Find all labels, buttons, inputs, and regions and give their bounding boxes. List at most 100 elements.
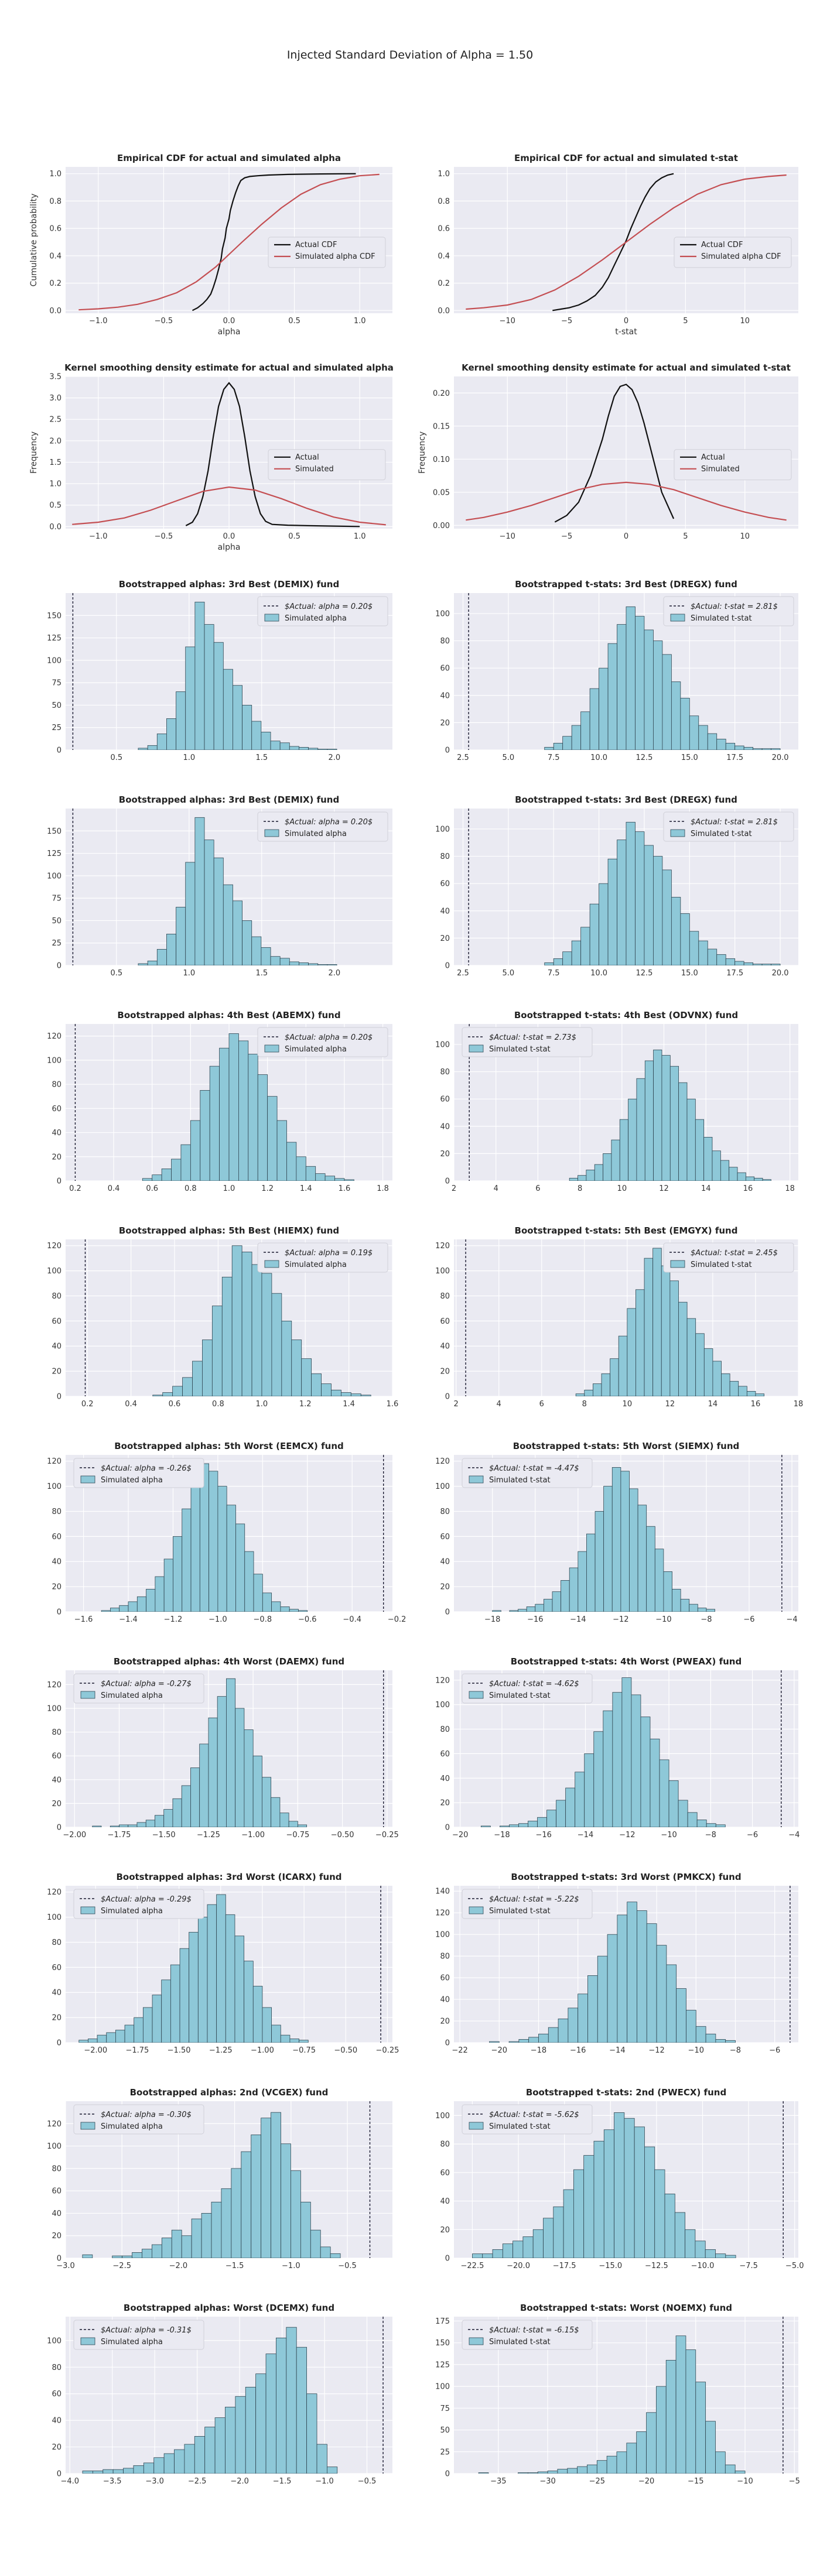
histogram-bar [146, 1589, 156, 1612]
histogram-bar [518, 1609, 527, 1612]
chart-title: Bootstrapped t-stats: Worst (NOEMX) fund [520, 2303, 732, 2313]
histogram-bar [201, 2213, 212, 2258]
histogram-bar [678, 1301, 688, 1396]
legend-label-simulated: Simulated alpha [285, 614, 347, 623]
y-tick-label: 60 [440, 1095, 450, 1104]
histogram-bar [255, 2373, 266, 2474]
x-tick-label: 0.5 [288, 532, 300, 541]
legend-label: Simulated [295, 465, 334, 474]
histogram-bar [317, 749, 328, 750]
histogram-bar [241, 1252, 252, 1396]
y-tick-label: 60 [52, 1317, 62, 1326]
histogram-bar [161, 1168, 172, 1181]
y-tick-label: 80 [52, 1292, 62, 1301]
legend-box [73, 2320, 204, 2350]
y-tick-label: 0 [57, 1824, 62, 1832]
x-tick-label: 0.5 [110, 753, 122, 762]
histogram-bar [695, 2241, 706, 2258]
histogram-bar [654, 1549, 664, 1612]
legend: $Actual: t-stat = -5.22$ Simulated t-stat [462, 1889, 593, 1919]
histogram-bar [663, 1571, 672, 1612]
histogram-bar [185, 862, 196, 965]
x-tick-label: 10.0 [590, 969, 607, 978]
histogram-bar [686, 2010, 696, 2043]
legend-label-actual: $Actual: t-stat = -4.62$ [489, 1680, 579, 1688]
x-tick-label: 5.0 [502, 969, 514, 978]
y-tick-label: 3.5 [49, 373, 62, 382]
legend: $Actual: alpha = 0.20$ Simulated alpha [257, 596, 388, 626]
y-tick-label: 60 [440, 880, 450, 889]
x-tick-label: −3.0 [56, 2262, 75, 2270]
plot-marks [72, 809, 337, 965]
histogram-bar [644, 1258, 654, 1396]
histogram-bar [646, 2412, 657, 2474]
histogram-bar [310, 2229, 321, 2258]
histogram-bar [156, 949, 167, 965]
panel-boot-alpha-5th-best: 0.2 0.4 0.6 0.8 1.0 1.2 1.4 1.6 0 20 40 60 80 100 120 B… [47, 1225, 398, 1409]
legend-label-actual: $Actual: t-stat = 2.81$ [691, 602, 778, 611]
histogram-bar [627, 1902, 637, 2043]
histogram-bar [666, 1964, 677, 2043]
histogram-bar [181, 2235, 192, 2258]
histogram-bar [209, 1471, 218, 1612]
histogram-bar [88, 2039, 98, 2043]
histogram-bar [162, 1392, 173, 1396]
legend-label-simulated: Simulated alpha [285, 830, 347, 838]
y-tick-label: 50 [52, 701, 62, 710]
series-line-0 [552, 173, 674, 311]
plot-marks [489, 1886, 791, 2043]
x-tick-label: −10 [737, 2477, 753, 2486]
histogram-bar [635, 616, 645, 750]
y-tick-label: 80 [440, 1292, 450, 1301]
legend-label: Simulated alpha CDF [701, 252, 781, 261]
histogram-bar [618, 1335, 628, 1396]
histogram-bar [725, 2464, 736, 2474]
y-tick-label: 40 [52, 2210, 62, 2218]
y-tick-label: 80 [440, 1725, 450, 1734]
histogram-bar [547, 2471, 558, 2474]
histogram-bar [620, 1471, 630, 1612]
histogram-bar [568, 2008, 579, 2043]
legend-swatch-simulated [469, 1691, 484, 1699]
legend: $Actual: t-stat = 2.73$ Simulated t-stat [462, 1027, 593, 1057]
x-tick-label: 1.8 [377, 1184, 389, 1193]
histogram-bar [695, 1333, 705, 1396]
y-tick-label: 0 [445, 2255, 450, 2263]
histogram-bar [674, 2212, 686, 2258]
legend: Actual Simulated [674, 449, 792, 481]
y-tick-label: 0.2 [49, 279, 62, 288]
histogram-bar [300, 2201, 311, 2258]
histogram-bar [614, 2112, 625, 2258]
histogram-bar [715, 2253, 726, 2258]
legend-box [663, 811, 794, 842]
legend-box [257, 1242, 388, 1273]
histogram-bar [720, 1160, 730, 1181]
histogram-bar [299, 962, 309, 965]
legend-box [663, 1242, 794, 1273]
histogram-bar [734, 2471, 746, 2474]
histogram-bar [544, 962, 554, 965]
histogram-bar [324, 1176, 335, 1181]
x-tick-label: −1.50 [152, 1831, 176, 1839]
histogram-bar [754, 1177, 763, 1181]
y-tick-label: 40 [52, 1776, 62, 1784]
legend-swatch-simulated [469, 1044, 484, 1053]
y-tick-label: 60 [52, 1964, 62, 1972]
histogram-bar [546, 1810, 557, 1827]
legend-box [674, 237, 792, 268]
histogram-bar [721, 1373, 730, 1396]
x-tick-label: 1.2 [261, 1184, 274, 1193]
histogram-bar [725, 2255, 736, 2258]
x-tick-label: −35 [490, 2477, 506, 2486]
series-line-1 [466, 481, 787, 521]
legend: $Actual: t-stat = -4.47$ Simulated t-stat [462, 1458, 593, 1488]
histogram-bar [603, 2129, 614, 2258]
legend: $Actual: alpha = 0.20$ Simulated alpha [257, 811, 388, 842]
y-tick-label: 60 [440, 664, 450, 673]
histogram-bar [136, 1596, 146, 1612]
histogram-bar [261, 947, 271, 965]
histogram-bar [92, 1825, 102, 1827]
histogram-bar [217, 1486, 227, 1612]
histogram-bar [532, 2229, 544, 2258]
histogram-bar [678, 1800, 688, 1827]
